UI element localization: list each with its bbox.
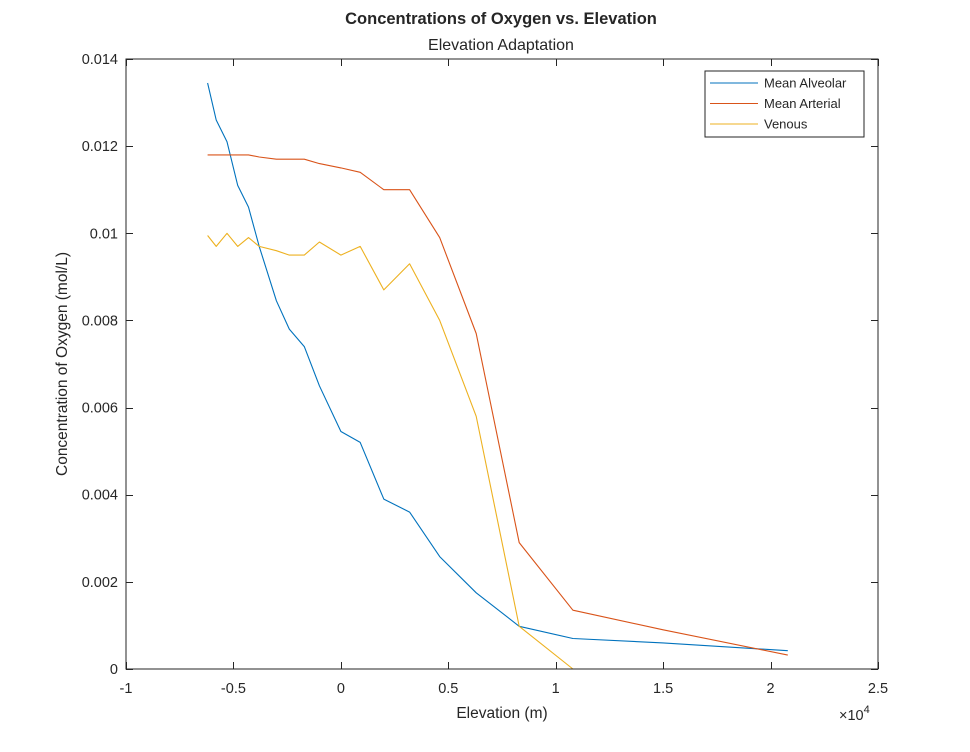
y-axis: 0 0.002 0.004 0.006 0.008 0.01 0.012 0.014 <box>82 52 878 678</box>
y-tick-label: 0.012 <box>82 139 118 155</box>
y-tick-label: 0.014 <box>82 52 118 68</box>
x-tick-label: 2 <box>767 681 775 697</box>
axes-box <box>125 58 879 670</box>
chart-subtitle: Elevation Adaptation <box>428 37 574 54</box>
series-line-mean-arterial <box>207 154 788 656</box>
x-tick-label: 2.5 <box>868 681 888 697</box>
y-axis-label: Concentration of Oxygen (mol/L) <box>54 252 71 476</box>
y-tick-label: 0.002 <box>82 575 118 591</box>
x-axis-multiplier-base: ×10 <box>839 708 864 724</box>
plot-area <box>126 59 878 669</box>
series-line-mean-alveolar <box>207 82 788 652</box>
x-tick-label: 0.5 <box>438 681 458 697</box>
x-axis-multiplier-exponent: 4 <box>864 704 870 716</box>
legend: Mean Alveolar Mean Arterial Venous <box>704 70 865 138</box>
series-line-venous <box>207 232 788 670</box>
y-tick-label: 0.01 <box>90 226 118 242</box>
legend-label: Venous <box>764 117 808 132</box>
x-axis-label: Elevation (m) <box>456 705 547 722</box>
y-tick-label: 0.006 <box>82 401 118 417</box>
y-tick-label: 0.004 <box>82 488 118 504</box>
x-axis: -1 -0.5 0 0.5 1 1.5 2 2.5 <box>120 59 888 697</box>
x-tick-label: 0 <box>337 681 345 697</box>
x-tick-label: -0.5 <box>221 681 246 697</box>
series-layer <box>207 82 788 670</box>
x-tick-label: -1 <box>120 681 133 697</box>
legend-label: Mean Alveolar <box>764 76 847 91</box>
chart-title: Concentrations of Oxygen vs. Elevation <box>345 10 657 28</box>
legend-label: Mean Arterial <box>764 96 841 111</box>
y-tick-label: 0 <box>110 662 118 678</box>
x-axis-multiplier: ×104 <box>839 704 870 724</box>
y-tick-label: 0.008 <box>82 313 118 329</box>
x-tick-label: 1.5 <box>653 681 673 697</box>
x-tick-label: 1 <box>552 681 560 697</box>
